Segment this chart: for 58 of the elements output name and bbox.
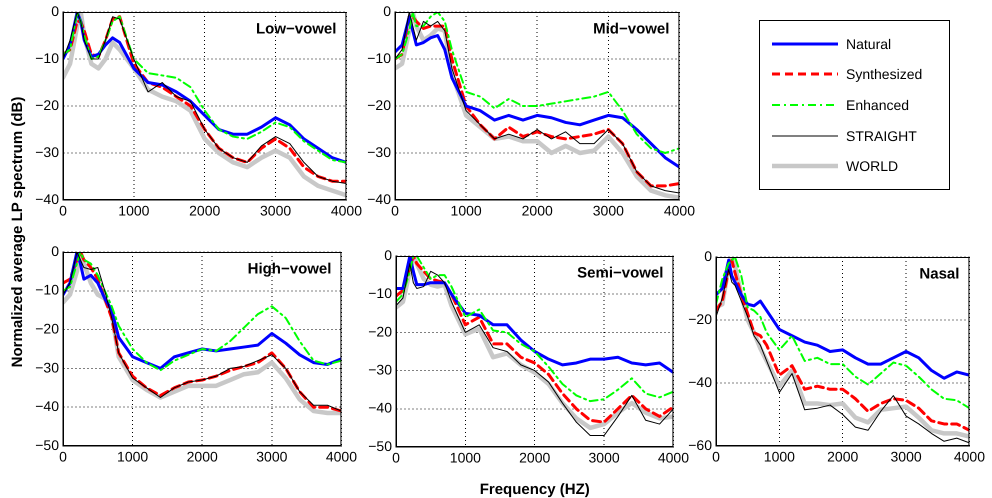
y-axis-title: Normalized average LP spectrum (dB) [8,96,27,370]
y-tick-label: −40 [367,190,392,207]
text: Mid−vowel [593,20,670,38]
x-tick-label: 2000 [827,448,858,464]
y-tick-label: −40 [35,190,60,207]
x-tick-label: 1000 [764,448,796,464]
x-tick-label: 2000 [189,202,220,218]
y-tick-label: −20 [688,310,712,327]
y-tick-label: 0 [51,2,60,19]
y-tick-label: −30 [368,361,392,378]
legend-label: Synthesized [846,66,922,82]
y-tick-label: −40 [688,374,712,390]
y-tick-label: −30 [367,144,392,160]
x-tick-label: 3000 [260,202,292,218]
y-tick-label: −30 [35,359,60,376]
x-tick-label: 4000 [330,202,362,218]
x-tick-label: 4000 [326,448,358,464]
x-tick-label: 3000 [588,449,620,466]
x-tick-label: 1000 [450,202,482,218]
legend-label: STRAIGHT [846,128,917,144]
x-tick-label: 2000 [186,448,218,464]
y-tick-label: −50 [35,436,60,453]
y-tick-label: −10 [367,50,392,66]
y-tick-label: 0 [383,2,392,19]
x-tick-label: 1000 [450,449,482,466]
y-tick-label: −40 [368,400,392,416]
legend-label: WORLD [846,158,898,174]
y-tick-label: −20 [368,323,392,340]
y-tick-label: 0 [704,248,712,264]
x-tick-label: 4000 [658,449,690,466]
text: High−vowel [248,260,332,278]
x-tick-label: 3000 [256,448,288,464]
x-tick-label: 1000 [118,202,150,218]
y-tick-label: −40 [35,398,60,414]
legend-label: Natural [846,36,892,52]
text: Low−vowel [256,20,336,38]
x-tick-label: 1000 [117,448,148,464]
y-tick-label: 0 [384,246,392,263]
x-tick-label: 3000 [592,202,624,218]
y-tick-label: −20 [367,96,392,113]
y-tick-label: −10 [35,282,60,298]
x-tick-label: 2000 [519,449,550,466]
text: Semi−vowel [577,264,664,282]
y-tick-label: −50 [368,438,392,454]
legend-label: Enhanced [846,96,910,113]
y-tick-label: 0 [51,242,60,259]
x-tick-label: 3000 [890,448,922,464]
y-tick-label: −10 [368,285,392,302]
text: Nasal [919,266,960,283]
y-tick-label: −20 [35,320,60,336]
y-tick-label: −20 [35,96,60,113]
y-tick-label: −60 [688,436,712,453]
y-tick-label: −30 [35,144,60,160]
x-axis-title: Frequency (HZ) [480,481,590,498]
x-tick-label: 2000 [522,202,553,218]
x-tick-label: 4000 [664,202,696,218]
x-tick-label: 4000 [954,448,986,464]
y-tick-label: −10 [35,50,60,66]
